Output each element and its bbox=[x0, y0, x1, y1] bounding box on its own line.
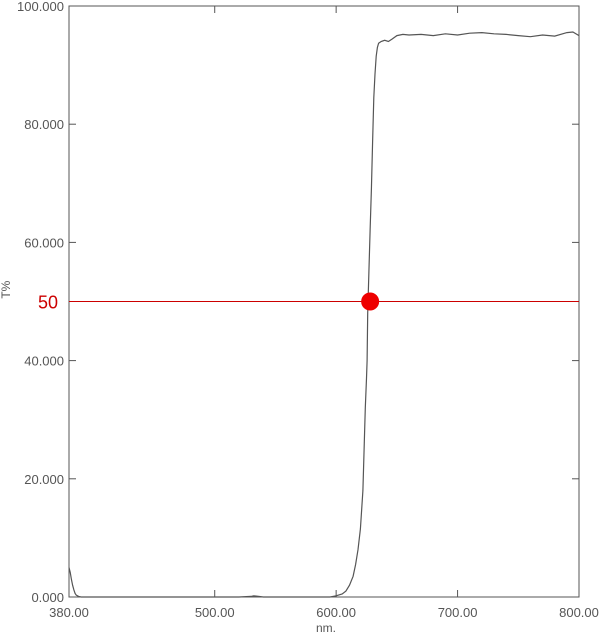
x-tick-label: 380.00 bbox=[49, 605, 89, 620]
y-axis-ticks: 0.000 20.000 40.000 60.000 80.000 100.000 bbox=[17, 0, 579, 605]
x-axis-title: nm. bbox=[316, 621, 336, 634]
y-tick-label: 20.000 bbox=[24, 472, 64, 487]
y-tick-label: 80.000 bbox=[24, 117, 64, 132]
x-tick-label: 600.00 bbox=[316, 605, 356, 620]
transmittance-curve bbox=[68, 31, 580, 598]
y-axis-title: T% bbox=[0, 280, 13, 298]
y-tick-label: 100.000 bbox=[17, 0, 64, 14]
reference-line-label: 50 bbox=[38, 293, 58, 313]
crossing-marker bbox=[361, 292, 380, 311]
y-tick-label: 40.000 bbox=[24, 354, 64, 369]
y-tick-label: 60.000 bbox=[24, 235, 64, 250]
x-tick-label: 800.00 bbox=[559, 605, 599, 620]
y-tick-label: 0.000 bbox=[31, 590, 64, 605]
x-tick-label: 700.00 bbox=[438, 605, 478, 620]
x-tick-label: 500.00 bbox=[195, 605, 235, 620]
x-axis-ticks: 380.00 500.00 600.00 700.00 800.00 bbox=[49, 6, 599, 620]
